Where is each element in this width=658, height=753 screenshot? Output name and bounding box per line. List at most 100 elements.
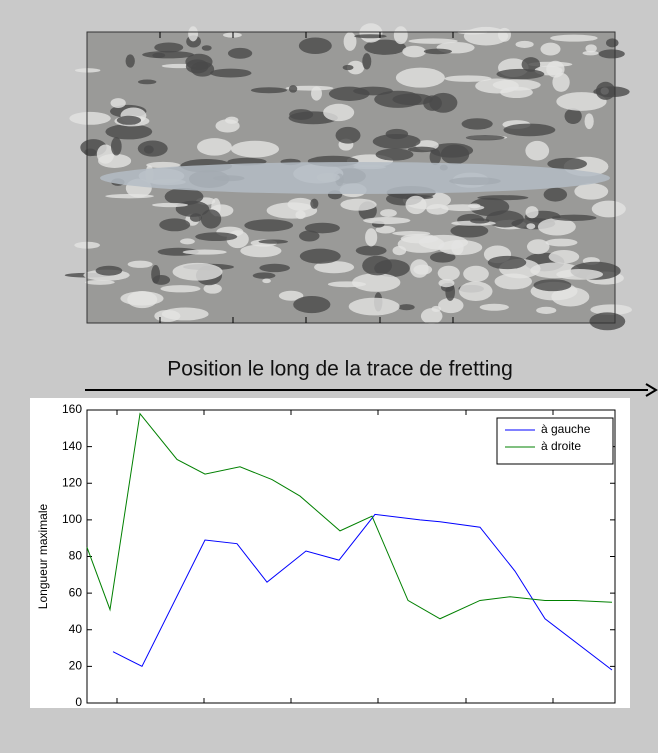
texture-blob [584,113,594,130]
texture-blob [392,245,407,256]
texture-blob [182,249,227,255]
texture-blob [258,239,289,244]
texture-blob [335,126,361,144]
texture-blob [402,45,427,58]
texture-blob [438,278,455,288]
texture-blob [552,72,570,92]
texture-blob [152,202,188,208]
y-tick-label: 20 [69,659,83,673]
texture-blob [240,244,282,258]
arrow-head [645,383,658,397]
texture-blob [461,118,493,130]
y-tick-label: 140 [62,439,82,453]
texture-blob [189,213,202,222]
texture-blob [438,239,483,256]
y-tick-label: 80 [69,549,83,563]
texture-blob [547,157,588,170]
texture-blob [574,183,609,200]
texture-blob [540,42,561,56]
texture-blob [314,261,355,274]
texture-blob [365,228,378,247]
texture-blob [110,98,126,108]
texture-blob [362,53,372,70]
texture-blob [497,27,512,42]
texture-blob [299,248,341,264]
texture-blob [363,217,411,224]
texture-blob [525,206,539,219]
texture-blob [556,92,607,111]
texture-blob [164,188,204,206]
texture-blob [503,123,556,137]
texture-blob [485,210,524,228]
texture-blob [393,26,408,45]
texture-blob [125,54,135,68]
texture-blob [537,218,576,236]
texture-blob [375,148,414,161]
texture-blob [545,238,578,247]
y-tick-label: 60 [69,585,83,599]
texture-blob [515,40,534,48]
texture-blob [342,64,354,71]
texture-blob [359,23,383,43]
texture-blob [346,60,365,75]
texture-blob [589,312,626,331]
wear-track [100,162,610,194]
texture-blob [127,260,153,268]
texture-blob [470,218,490,224]
texture-blob [116,115,142,125]
texture-blob [154,42,184,53]
texture-blob [595,81,616,100]
texture-blob [354,34,387,39]
texture-blob [533,279,572,292]
texture-blob [355,245,387,256]
texture-blob [84,279,115,285]
texture-blob [203,283,222,294]
texture-blob [487,255,527,270]
texture-blob [69,111,111,125]
texture-blob [441,204,485,211]
texture-blob [536,306,557,314]
texture-blob [137,140,168,157]
micrograph-frame [86,31,616,324]
texture-blob [74,68,101,73]
y-tick-label: 40 [69,622,83,636]
texture-blob [591,200,626,218]
texture-blob [374,90,422,108]
texture-blob [550,34,598,42]
texture-blob [95,265,123,276]
texture-blob [340,198,377,211]
texture-blob [590,304,632,316]
texture-blob [201,45,212,51]
texture-blob [295,210,306,220]
texture-blob [372,133,421,149]
series-line [86,412,613,620]
texture-blob [293,296,331,314]
texture-blob [105,124,153,140]
texture-blob [521,57,541,72]
y-tick-label: 160 [62,402,82,416]
texture-blob [348,297,400,316]
texture-blob [431,305,442,312]
texture-blob [526,223,536,230]
texture-blob [96,144,115,164]
texture-blob [556,269,604,280]
texture-blob [564,108,582,125]
texture-blob [160,285,201,293]
texture-blob [210,68,252,78]
texture-blob [585,44,597,53]
micrograph [64,23,632,331]
texture-blob [430,252,456,263]
texture-blob [477,195,529,201]
texture-blob [215,119,240,133]
texture-blob [285,85,334,91]
texture-blob [259,263,290,273]
texture-blob [311,86,322,101]
texture-blob [395,67,445,88]
texture-blob [479,303,509,311]
texture-blob [543,187,568,202]
series-line [112,513,613,671]
texture-blob [190,61,215,77]
texture-blob [252,272,276,279]
texture-blob [328,86,370,101]
